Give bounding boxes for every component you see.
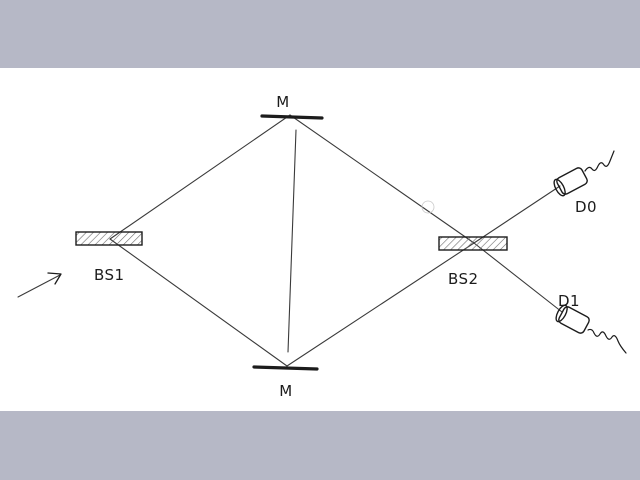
beam-bs2-to-d1 xyxy=(473,242,563,313)
mirror-bottom xyxy=(252,365,319,371)
mirror-top xyxy=(260,114,324,120)
input-beam xyxy=(17,272,62,298)
detector-d1-icon xyxy=(555,304,627,354)
beam-bottom-mirror-to-bs2 xyxy=(286,242,475,367)
beam-splitter-1 xyxy=(75,231,143,246)
label-d1: D1 xyxy=(558,292,580,310)
beam-bs1-to-bottom-mirror xyxy=(109,238,288,367)
faint-mark xyxy=(421,200,435,214)
detector-d0-icon xyxy=(553,150,615,197)
beam-splitter-2 xyxy=(438,236,508,251)
beam-bs2-to-d0 xyxy=(473,185,561,244)
beam-top-mirror-to-bs2 xyxy=(289,114,475,244)
faint-center-line xyxy=(287,129,297,353)
beam-bs1-to-top-mirror xyxy=(109,114,291,240)
label-bs1: BS1 xyxy=(94,266,125,284)
label-d0: D0 xyxy=(575,198,597,216)
label-mirror-bottom: M xyxy=(279,382,292,400)
label-bs2: BS2 xyxy=(448,270,479,288)
label-mirror-top: M xyxy=(276,93,289,111)
